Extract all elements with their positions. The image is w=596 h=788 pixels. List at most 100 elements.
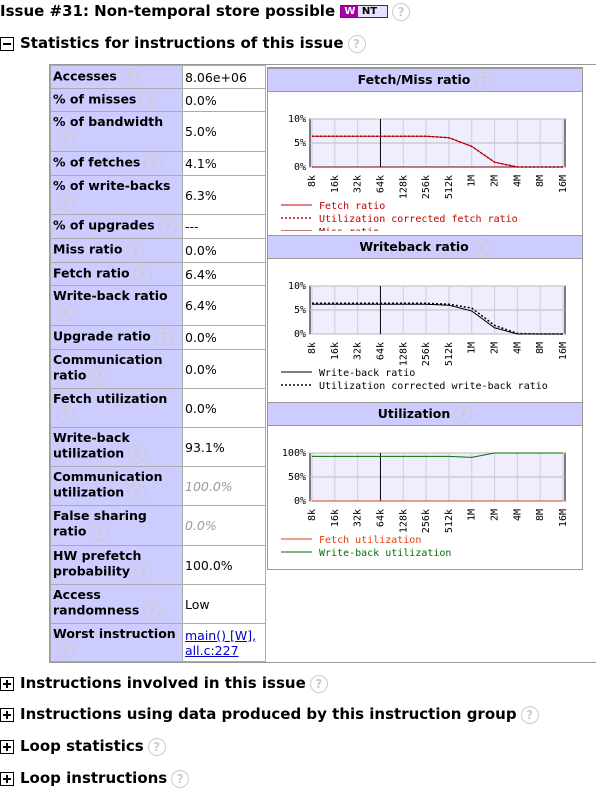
table-row: Miss ratio? 0.0% [50,238,266,263]
legend-label: Fetch utilization [319,535,421,546]
section-title: Instructions using data produced by this… [20,705,517,723]
help-icon[interactable]: ? [126,241,145,259]
row-value-cell: 0.0% [182,388,266,428]
expand-icon[interactable] [0,707,14,722]
collapse-icon[interactable] [0,36,14,51]
help-icon[interactable]: ? [57,641,75,659]
help-icon[interactable]: ? [347,34,366,53]
table-row: Accesses? 8.06e+06 [50,65,266,89]
x-tick-label: 1M [467,509,478,521]
row-label-cell: Access randomness? [50,584,183,624]
help-icon[interactable]: ? [309,674,328,693]
row-label-cell: Communication ratio? [50,349,183,389]
x-tick-label: 16k [330,175,341,193]
row-value-cell: --- [182,214,266,239]
row-value-cell: 100.0% [182,545,266,585]
x-tick-label: 1M [467,175,478,187]
help-icon[interactable]: ? [57,129,75,147]
row-value-cell: 6.4% [182,262,266,286]
row-value: Low [185,596,210,612]
chart-title-text: Writeback ratio [359,239,469,254]
help-icon[interactable]: ? [140,91,159,109]
row-value: 0.0% [185,518,217,533]
collapsed-section[interactable]: Instructions involved in this issue? [0,674,328,693]
help-icon[interactable]: ? [128,484,147,502]
help-icon[interactable]: ? [144,154,163,172]
row-value: --- [185,219,199,234]
x-tick-label: 256k [421,509,432,533]
chart-title-text: Fetch/Miss ratio [357,72,471,87]
legend-label: Fetch ratio [319,201,385,212]
help-icon[interactable]: ? [520,705,539,724]
x-tick-label: 8M [535,342,546,354]
help-icon[interactable]: ? [147,737,166,756]
chart-title: Writeback ratio? [268,235,582,259]
help-icon[interactable]: ? [171,769,190,788]
table-row: Fetch utilization? 0.0% [50,388,266,428]
x-tick-label: 32k [353,175,364,193]
collapsed-section[interactable]: Loop instructions? [0,769,190,788]
stats-table: Accesses? 8.06e+06% of misses? 0.0%% of ba… [50,65,266,662]
section-header[interactable]: Statistics for instructions of this issu… [0,34,366,53]
help-icon[interactable]: ? [158,217,177,235]
help-icon[interactable]: ? [90,367,109,385]
legend-label: Miss ratio [319,227,379,231]
help-icon[interactable]: ? [57,303,75,321]
x-tick-label: 512k [444,175,455,199]
help-icon[interactable]: ? [454,405,473,424]
x-tick-label: 16k [330,509,341,527]
help-icon[interactable]: ? [134,563,153,581]
row-value-cell: 0.0% [182,325,266,350]
x-tick-label: 8k [307,342,318,354]
legend-label: Utilization corrected fetch ratio [319,214,518,225]
row-value-cell: 100.0% [182,466,266,506]
x-tick-label: 2M [490,175,501,187]
expand-icon[interactable] [0,739,14,754]
row-label: % of misses [53,91,137,107]
collapsed-section[interactable]: Loop statistics? [0,737,166,756]
row-value-cell: 6.3% [182,175,266,215]
worst-instruction-link[interactable]: main() [W], all.c:227 [185,627,257,658]
row-value: 0.0% [185,361,217,377]
x-tick-label: 2M [490,342,501,354]
expand-icon[interactable] [0,676,14,691]
help-icon[interactable]: ? [90,523,109,541]
x-tick-label: 128k [398,342,409,366]
section-title: Loop instructions [20,769,168,787]
chart-title: Utilization? [268,402,582,426]
help-icon[interactable]: ? [143,602,162,620]
help-icon[interactable]: ? [57,406,75,424]
help-icon[interactable]: ? [154,328,173,346]
help-icon[interactable]: ? [392,2,411,21]
row-label-cell: % of write-backs? [50,175,183,215]
expand-icon[interactable] [0,771,14,786]
x-tick-label: 8M [535,175,546,187]
series-line [312,452,563,458]
help-icon[interactable]: ? [120,68,139,86]
table-row: False sharing ratio? 0.0% [50,505,266,546]
table-row: % of fetches? 4.1% [50,151,266,176]
row-value: 6.3% [185,187,217,203]
row-value: 6.4% [185,266,217,282]
y-tick-label: 5% [294,138,306,149]
table-row: % of bandwidth? 5.0% [50,111,266,152]
help-icon[interactable]: ? [57,193,75,211]
help-icon[interactable]: ? [472,238,491,257]
legend-label: Utilization corrected write-back ratio [319,381,548,392]
stats-box: Accesses? 8.06e+06% of misses? 0.0%% of ba… [49,64,596,663]
row-label: Communication utilization [53,469,163,500]
y-tick-label: 10% [288,281,306,292]
row-value-cell: 0.0% [182,88,266,112]
x-tick-label: 128k [398,509,409,533]
y-tick-label: 100% [282,448,306,459]
row-label: Fetch ratio [53,265,130,281]
help-icon[interactable]: ? [128,445,147,463]
help-icon[interactable]: ? [474,71,493,90]
help-icon[interactable]: ? [133,265,152,283]
row-label-cell: Miss ratio? [50,238,183,263]
collapsed-section[interactable]: Instructions using data produced by this… [0,705,539,724]
chart: 0% 50% 100% 8k 16k 32k 64k 128k 256k 512k 1M 2M 4M 8M… [281,448,569,559]
x-tick-label: 8M [535,509,546,521]
row-label: Fetch utilization [53,391,168,406]
